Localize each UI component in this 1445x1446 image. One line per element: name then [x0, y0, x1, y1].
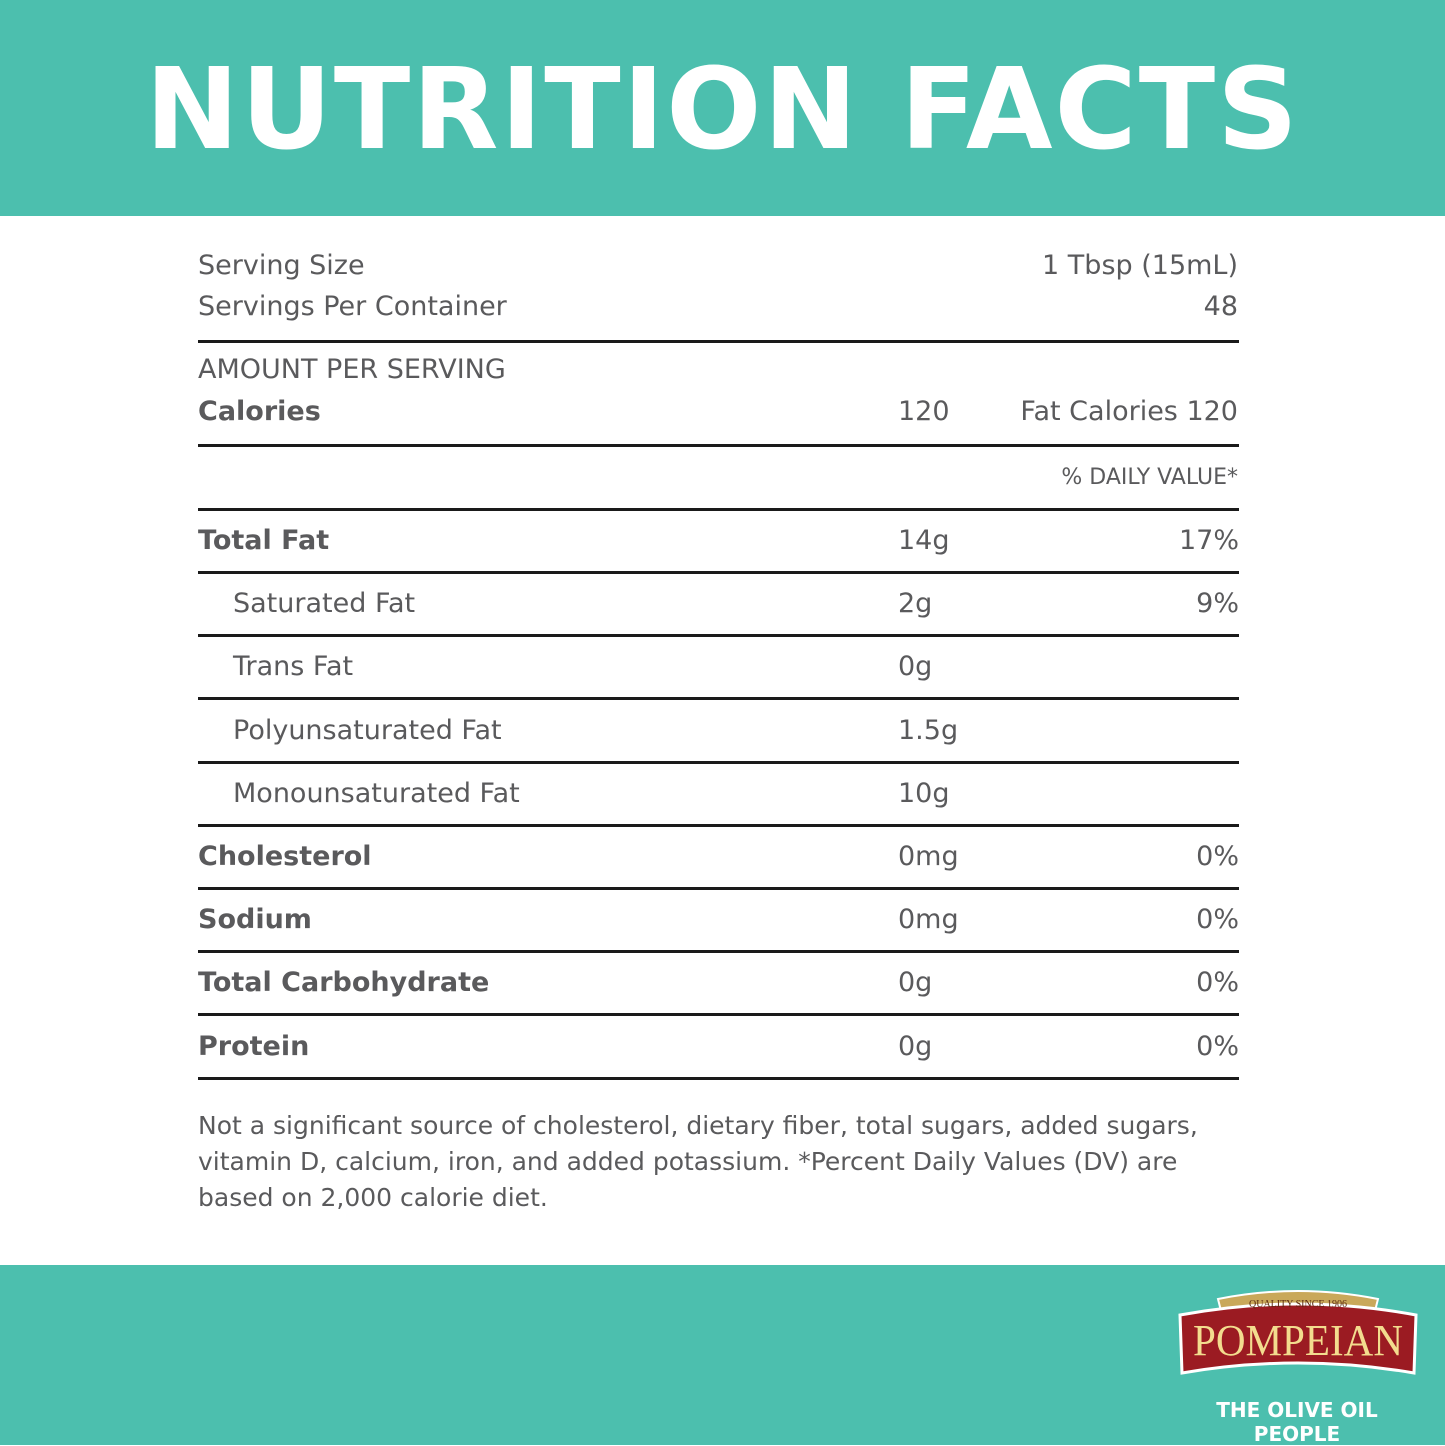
servings-per-container-label: Servings Per Container: [198, 291, 507, 322]
nutrient-name: Protein: [198, 1030, 310, 1062]
divider: [198, 887, 1239, 890]
nutrient-amount: 14g: [898, 525, 950, 556]
calories-value: 120: [898, 396, 950, 427]
fat-calories: Fat Calories 120: [1020, 396, 1238, 427]
nutrient-amount: 0g: [898, 967, 933, 999]
nutrient-amount: 2g: [898, 588, 933, 620]
divider: [198, 697, 1239, 701]
nutrient-amount: 0g: [898, 1030, 933, 1062]
nutrient-daily-value: 9%: [1196, 588, 1239, 620]
nutrient-daily-value: 17%: [1178, 525, 1239, 556]
serving-size-value: 1 Tbsp (15mL): [1042, 250, 1238, 281]
nutrient-amount: 0mg: [898, 841, 959, 872]
divider: [198, 508, 1239, 511]
nutrient-row: Total Carbohydrate 0g 0%: [198, 963, 1239, 1003]
pompeian-logo: QUALITY SINCE 1906 POMPEIAN: [1178, 1290, 1418, 1375]
nutrient-row: Polyunsaturated Fat 1.5g: [198, 711, 1239, 751]
brand-tagline: THE OLIVE OIL PEOPLE: [1216, 1398, 1378, 1446]
nutrient-daily-value: 0%: [1196, 841, 1239, 872]
serving-size-label: Serving Size: [198, 250, 365, 281]
divider: [198, 340, 1239, 343]
daily-value-header: % DAILY VALUE*: [1061, 465, 1238, 490]
nutrient-name: Sodium: [198, 904, 312, 936]
servings-per-container-value: 48: [1203, 291, 1238, 322]
svg-text:POMPEIAN: POMPEIAN: [1193, 1316, 1403, 1365]
divider: [198, 760, 1239, 764]
footnote: Not a significant source of cholesterol,…: [198, 1111, 1198, 1212]
nutrient-amount: 0mg: [898, 904, 959, 936]
nutrient-row: Trans Fat 0g: [198, 647, 1239, 687]
divider: [198, 1013, 1239, 1017]
divider: [198, 571, 1239, 574]
nutrient-daily-value: 0%: [1196, 967, 1239, 999]
nutrient-name: Cholesterol: [198, 841, 372, 872]
nutrient-row: Saturated Fat 2g 9%: [198, 584, 1239, 624]
nutrient-row: Sodium 0mg 0%: [198, 900, 1239, 940]
nutrient-daily-value: 0%: [1196, 1030, 1239, 1062]
nutrient-amount: 1.5g: [898, 714, 959, 746]
header-banner: NUTRITION FACTS: [0, 0, 1445, 216]
amount-per-serving-heading: AMOUNT PER SERVING: [198, 354, 506, 385]
nutrient-row: Total Fat 14g 17%: [198, 521, 1239, 561]
nutrient-row: Monounsaturated Fat 10g: [198, 774, 1239, 814]
nutrient-row: Protein 0g 0%: [198, 1027, 1239, 1067]
divider: [198, 634, 1239, 638]
nutrient-amount: 10g: [898, 777, 950, 809]
nutrient-name: Total Carbohydrate: [198, 967, 490, 999]
divider: [198, 444, 1239, 447]
calories-label: Calories: [198, 396, 321, 427]
nutrient-daily-value: 0%: [1196, 904, 1239, 936]
nutrient-row: Cholesterol 0mg 0%: [198, 837, 1239, 877]
nutrient-name: Polyunsaturated Fat: [233, 714, 502, 746]
svg-text:QUALITY SINCE 1906: QUALITY SINCE 1906: [1249, 1299, 1347, 1310]
divider: [198, 1076, 1239, 1080]
divider: [198, 950, 1239, 954]
nutrient-amount: 0g: [898, 651, 933, 683]
nutrient-name: Saturated Fat: [233, 588, 416, 620]
nutrient-name: Trans Fat: [233, 651, 354, 683]
page-title: NUTRITION FACTS: [145, 45, 1300, 175]
nutrient-name: Total Fat: [198, 525, 330, 556]
divider: [198, 823, 1239, 827]
nutrient-name: Monounsaturated Fat: [233, 777, 520, 809]
